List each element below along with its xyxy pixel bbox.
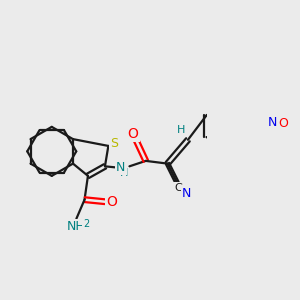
Text: O: O	[128, 127, 138, 141]
Text: N: N	[268, 116, 278, 129]
Text: O: O	[106, 195, 117, 209]
Text: C: C	[175, 183, 182, 193]
Text: S: S	[110, 137, 118, 150]
Text: H: H	[120, 168, 128, 178]
Text: N: N	[116, 161, 125, 174]
Text: O: O	[278, 117, 288, 130]
Text: 2: 2	[83, 219, 89, 229]
Text: H: H	[177, 125, 185, 135]
Text: NH: NH	[67, 220, 86, 233]
Text: N: N	[182, 187, 191, 200]
